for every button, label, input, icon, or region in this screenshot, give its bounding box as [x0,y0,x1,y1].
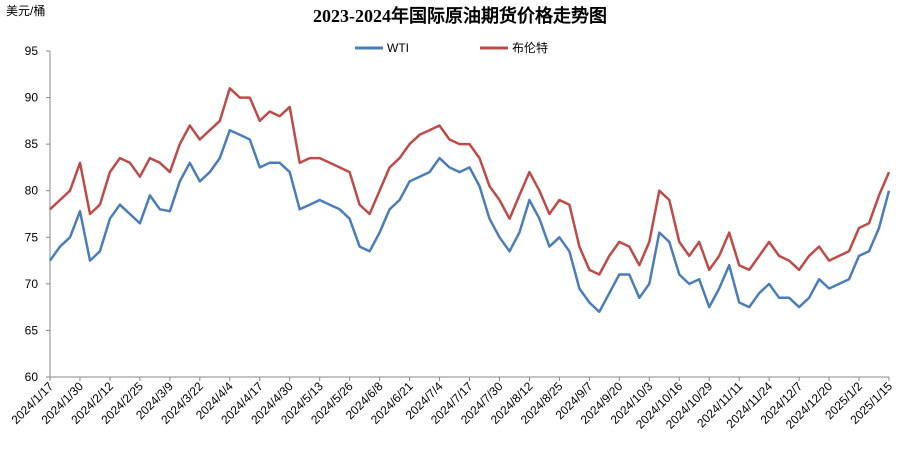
y-tick-label: 80 [25,184,39,198]
y-axis-label: 美元/桶 [6,3,45,18]
y-tick-label: 60 [25,370,39,384]
y-tick-label: 65 [25,323,39,337]
legend-label: 布伦特 [512,40,548,55]
y-tick-label: 95 [25,44,39,58]
y-tick-label: 75 [25,230,39,244]
series-line [49,87,891,276]
series-line [48,128,891,314]
chart-title: 2023-2024年国际原油期货价格走势图 [313,5,607,26]
legend-label: WTI [387,41,409,55]
y-tick-label: 70 [25,277,39,291]
y-tick-label: 90 [25,91,39,105]
y-tick-label: 85 [25,137,39,151]
